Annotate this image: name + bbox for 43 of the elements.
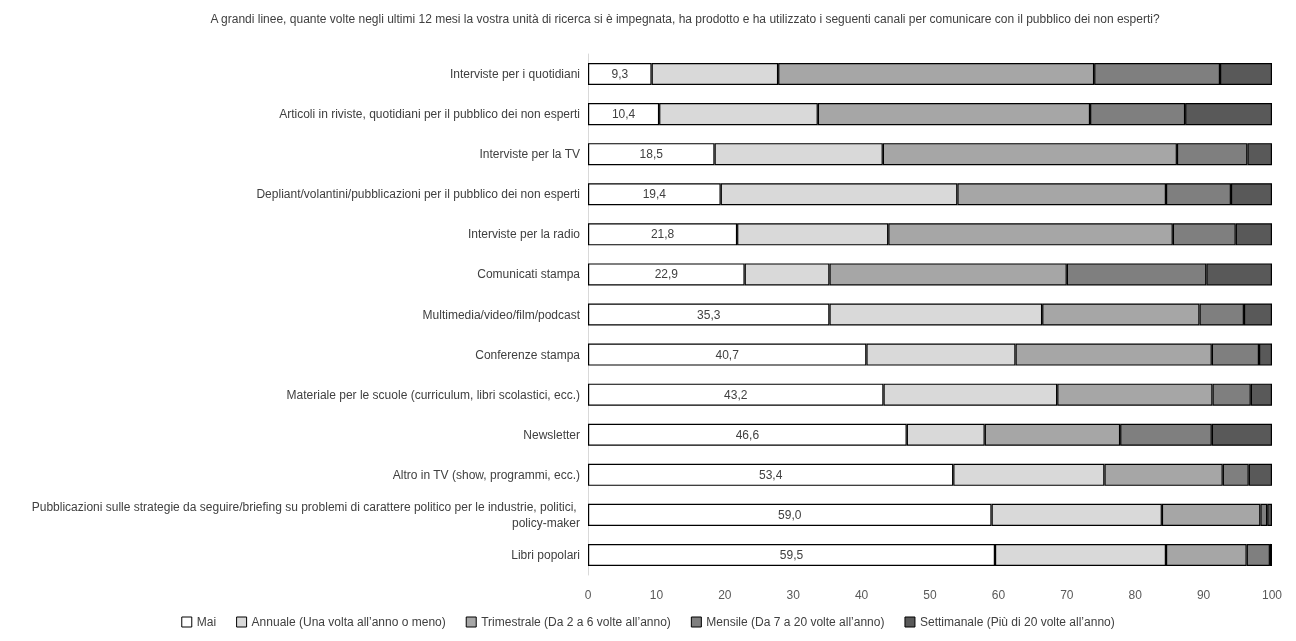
data-label: 35,3 xyxy=(697,307,721,322)
y-tick-label: Multimedia/video/film/podcast xyxy=(422,307,581,322)
data-label: 46,6 xyxy=(735,427,760,442)
legend-label: Annuale (Una volta all’anno o meno) xyxy=(251,615,446,629)
legend-label: Mensile (Da 7 a 20 volte all’anno) xyxy=(706,615,885,629)
y-tick-label: Interviste per i quotidiani xyxy=(449,67,580,82)
legend-label: Trimestrale (Da 2 a 6 volte all’anno) xyxy=(481,615,671,629)
y-tick-label: Newsletter xyxy=(523,427,580,442)
y-tick-label: Libri popolari xyxy=(511,547,580,562)
x-tick-label: 100 xyxy=(1261,588,1283,602)
x-tick-label: 10 xyxy=(649,588,664,602)
data-label: 59,0 xyxy=(778,507,802,522)
data-label: 59,5 xyxy=(779,547,804,562)
data-label: 18,5 xyxy=(639,147,664,162)
y-tick-label: Materiale per le scuole (curriculum, libri scolastici, ecc.) xyxy=(286,387,580,402)
y-tick-label: Altro in TV (show, programmi, ecc.) xyxy=(392,467,580,482)
x-tick-label: 70 xyxy=(1060,588,1074,602)
data-label: 22,9 xyxy=(654,267,679,282)
y-tick-label: Articoli in riviste, quotidiani per il pubblico dei non esperti xyxy=(279,107,580,122)
x-tick-label: 30 xyxy=(786,588,801,602)
legend-label: Settimanale (Più di 20 volte all’anno) xyxy=(919,615,1115,629)
data-label: 40,7 xyxy=(715,347,740,362)
y-tick-label: Interviste per la TV xyxy=(479,147,580,162)
data-label: 43,2 xyxy=(724,387,748,402)
y-tick-label: Interviste per la radio xyxy=(467,227,581,242)
y-tick-label: Depliant/volantini/pubblicazioni per il pubblico dei non esperti xyxy=(256,187,580,202)
data-label: 53,4 xyxy=(758,467,783,482)
data-label: 10,4 xyxy=(611,107,636,122)
x-tick-label: 60 xyxy=(991,588,1006,602)
y-tick-label: Pubblicazioni sulle strategie da seguire/briefing su problemi di carattere politico per le industrie, politici, policy-maker xyxy=(31,499,580,530)
x-tick-label: 0 xyxy=(584,588,592,602)
x-tick-label: 90 xyxy=(1196,588,1211,602)
chart-title: A grandi linee, quante volte negli ultimi 12 mesi la vostra unità di ricerca si è impegnata, ha prodotto e ha utilizzato i seguenti canali per comunicare con il pubblico dei non esperti? xyxy=(210,12,1160,26)
y-tick-label: Conferenze stampa xyxy=(475,347,581,362)
legend-label: Mai xyxy=(196,615,217,629)
x-tick-label: 20 xyxy=(718,588,732,602)
data-label: 9,3 xyxy=(611,67,629,82)
data-label: 19,4 xyxy=(642,187,667,202)
data-label: 21,8 xyxy=(650,227,675,242)
x-tick-label: 40 xyxy=(854,588,869,602)
x-tick-label: 50 xyxy=(923,588,937,602)
y-tick-label: Comunicati stampa xyxy=(477,267,581,282)
x-tick-label: 80 xyxy=(1128,588,1143,602)
